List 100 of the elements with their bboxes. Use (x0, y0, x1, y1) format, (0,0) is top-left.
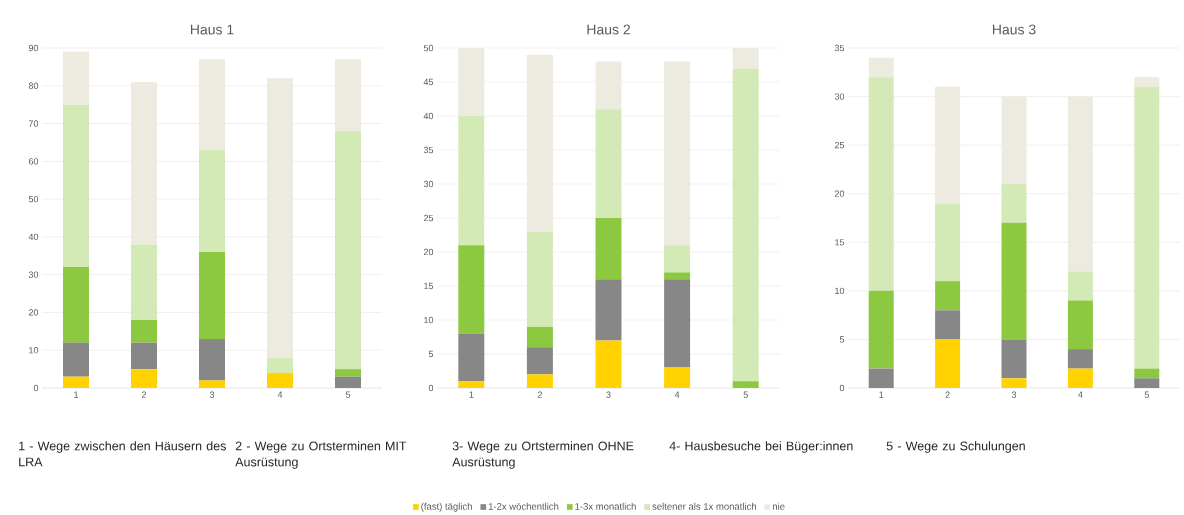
y-tick-label: 80 (28, 82, 39, 89)
bar (595, 340, 622, 388)
y-tick-label: 20 (834, 190, 845, 197)
bar (199, 380, 225, 388)
legend-label: (fast) täglich (421, 502, 472, 512)
bar (131, 369, 157, 388)
bar (267, 372, 293, 388)
bar (732, 68, 759, 382)
bar (526, 374, 553, 388)
y-tick-label: 30 (423, 180, 434, 188)
bar (131, 342, 157, 370)
bar (664, 272, 691, 280)
text: 2 - Wege zu Ortsterminen MIT Ausrüstung (235, 441, 407, 469)
bar (1067, 300, 1093, 350)
bar (63, 267, 89, 343)
x-tick-label: 5 (345, 391, 351, 398)
bar (63, 51, 89, 105)
bar (935, 86, 961, 204)
bar (595, 279, 622, 341)
bar (732, 381, 759, 388)
x-tick-label: 1 (879, 391, 884, 398)
y-tick-label: 10 (424, 316, 434, 324)
x-tick-label: 1 (74, 391, 79, 398)
legend-label: seltener als 1x monatlich (652, 502, 756, 510)
bar (199, 338, 225, 381)
y-tick-label: 25 (834, 141, 845, 149)
bar (63, 376, 89, 388)
bar (935, 339, 961, 388)
x-tick-label: 2 (945, 391, 950, 398)
bar (1067, 96, 1093, 272)
y-tick-label: 5 (839, 336, 845, 343)
bar (526, 231, 553, 327)
bar (267, 357, 293, 373)
chart-title: Haus 1 (190, 24, 234, 35)
x-tick-label: 5 (743, 391, 748, 398)
x-tick-label: 3 (606, 391, 611, 398)
x-tick-label: 2 (537, 391, 542, 398)
legend-label: nie (772, 502, 785, 510)
y-tick-label: 40 (28, 233, 39, 241)
y-tick-label: 10 (29, 347, 39, 354)
bar (526, 347, 553, 375)
text: 1 - Wege zwischen den Häusern des LRA (19, 441, 226, 467)
bar (1067, 271, 1093, 301)
y-tick-label: 30 (28, 271, 39, 278)
bar (458, 381, 485, 388)
bar (335, 369, 361, 377)
x-tick-label: 5 (1144, 391, 1149, 398)
bar (199, 59, 225, 150)
bar (935, 310, 961, 340)
bar (63, 342, 89, 377)
bar (1001, 339, 1027, 379)
chart-title: Haus 2 (587, 24, 630, 35)
bar (1134, 77, 1160, 87)
x-tick-label: 3 (1011, 391, 1017, 398)
y-tick-label: 45 (423, 78, 434, 86)
bar (935, 203, 961, 282)
y-tick-label: 20 (28, 309, 39, 316)
bar (868, 77, 894, 291)
bar (199, 252, 225, 339)
bar (868, 290, 894, 369)
bar (335, 131, 361, 370)
bar (526, 54, 553, 232)
x-tick-label: 4 (1078, 391, 1083, 398)
y-tick-label: 40 (423, 112, 434, 120)
text: 4- Hausbesuche bei Büger:innen (669, 441, 853, 453)
chart-title: Haus 3 (992, 24, 1036, 35)
y-tick-label: 30 (834, 93, 845, 100)
bar (595, 218, 622, 280)
bar (1001, 222, 1027, 340)
x-tick-label: 4 (674, 391, 680, 398)
bar (1134, 368, 1160, 379)
bar (1001, 184, 1027, 223)
y-tick-label: 90 (28, 44, 39, 52)
y-tick-label: 0 (428, 384, 434, 392)
y-tick-label: 15 (424, 282, 434, 290)
bar (664, 61, 691, 246)
bar (664, 245, 691, 273)
bar (1067, 349, 1093, 369)
x-tick-label: 2 (141, 391, 147, 398)
bar (458, 48, 485, 116)
bar (335, 59, 361, 132)
bar (595, 61, 622, 110)
bar (868, 57, 894, 78)
bar (458, 245, 485, 334)
bar (458, 333, 485, 382)
y-tick-label: 0 (33, 384, 39, 392)
legend-label: 1-2x wöchentlich (488, 502, 559, 510)
bar (131, 82, 157, 245)
y-tick-label: 10 (835, 287, 845, 295)
bar (935, 281, 961, 311)
bar (267, 78, 293, 358)
bar (664, 367, 691, 388)
bar (131, 244, 157, 320)
bar (1134, 86, 1160, 369)
bar (131, 320, 157, 343)
x-tick-label: 4 (277, 391, 283, 398)
y-tick-label: 50 (28, 195, 39, 203)
y-tick-label: 60 (28, 158, 39, 165)
y-tick-label: 35 (834, 44, 845, 52)
x-tick-label: 1 (469, 391, 474, 398)
